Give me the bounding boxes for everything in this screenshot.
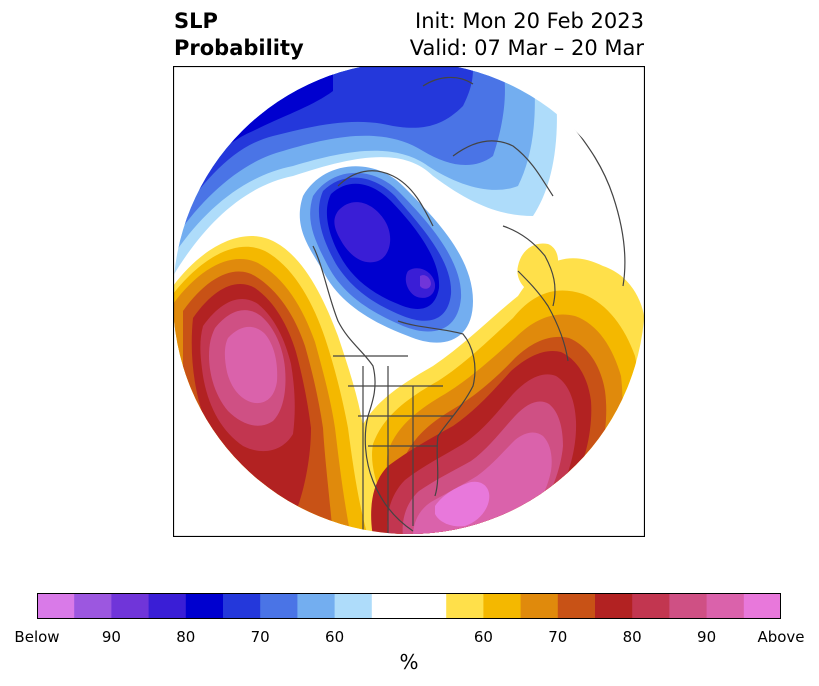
polar-low-region <box>334 202 391 263</box>
title-valid: Valid: 07 Mar – 20 Mar <box>409 36 644 60</box>
colorbar-tick-label: Below <box>14 628 60 646</box>
colorbar-cell <box>74 593 112 619</box>
title-variable: SLP <box>174 9 218 33</box>
chart-title: SLP Probability <box>174 8 304 62</box>
colorbar <box>37 593 781 619</box>
colorbar-tick-label: 80 <box>176 628 196 646</box>
colorbar-cells <box>37 593 781 619</box>
colorbar-tick-label: 60 <box>325 628 345 646</box>
colorbar-cell <box>37 593 75 619</box>
title-init: Init: Mon 20 Feb 2023 <box>415 9 644 33</box>
colorbar-cell <box>260 593 298 619</box>
colorbar-tick-label: 60 <box>473 628 493 646</box>
probability-map <box>173 66 645 537</box>
colorbar-cell <box>409 593 447 619</box>
colorbar-cell <box>111 593 150 619</box>
colorbar-tick-label: 80 <box>622 628 642 646</box>
colorbar-cell <box>743 593 781 619</box>
probability-field <box>173 66 645 534</box>
colorbar-cell <box>632 593 670 619</box>
colorbar-cell <box>557 593 596 619</box>
colorbar-tick-label: Above <box>757 628 805 646</box>
colorbar-tick-label: 90 <box>697 628 717 646</box>
colorbar-cell <box>595 593 633 619</box>
map-frame <box>173 66 645 537</box>
colorbar-frame <box>37 593 781 619</box>
colorbar-tick-label: 70 <box>250 628 270 646</box>
colorbar-cell <box>446 593 484 619</box>
title-product: Probability <box>174 36 304 60</box>
colorbar-tick-label: 70 <box>548 628 568 646</box>
polar-low-region <box>420 275 431 289</box>
colorbar-cell <box>185 593 224 619</box>
colorbar-cell <box>483 593 522 619</box>
colorbar-cell <box>148 593 187 619</box>
colorbar-units: % <box>399 650 419 674</box>
colorbar-cell <box>371 593 410 619</box>
colorbar-cell <box>334 593 373 619</box>
colorbar-cell <box>297 593 336 619</box>
colorbar-cell <box>223 593 261 619</box>
coastlines <box>312 76 626 534</box>
colorbar-tick-label: 90 <box>101 628 121 646</box>
colorbar-cell <box>669 593 708 619</box>
above-normal-region <box>224 326 278 404</box>
colorbar-cell <box>706 593 745 619</box>
above-normal-region <box>435 481 490 527</box>
title-dates: Init: Mon 20 Feb 2023 Valid: 07 Mar – 20… <box>410 8 644 62</box>
colorbar-cell <box>520 593 559 619</box>
above-normal-region <box>517 243 559 291</box>
